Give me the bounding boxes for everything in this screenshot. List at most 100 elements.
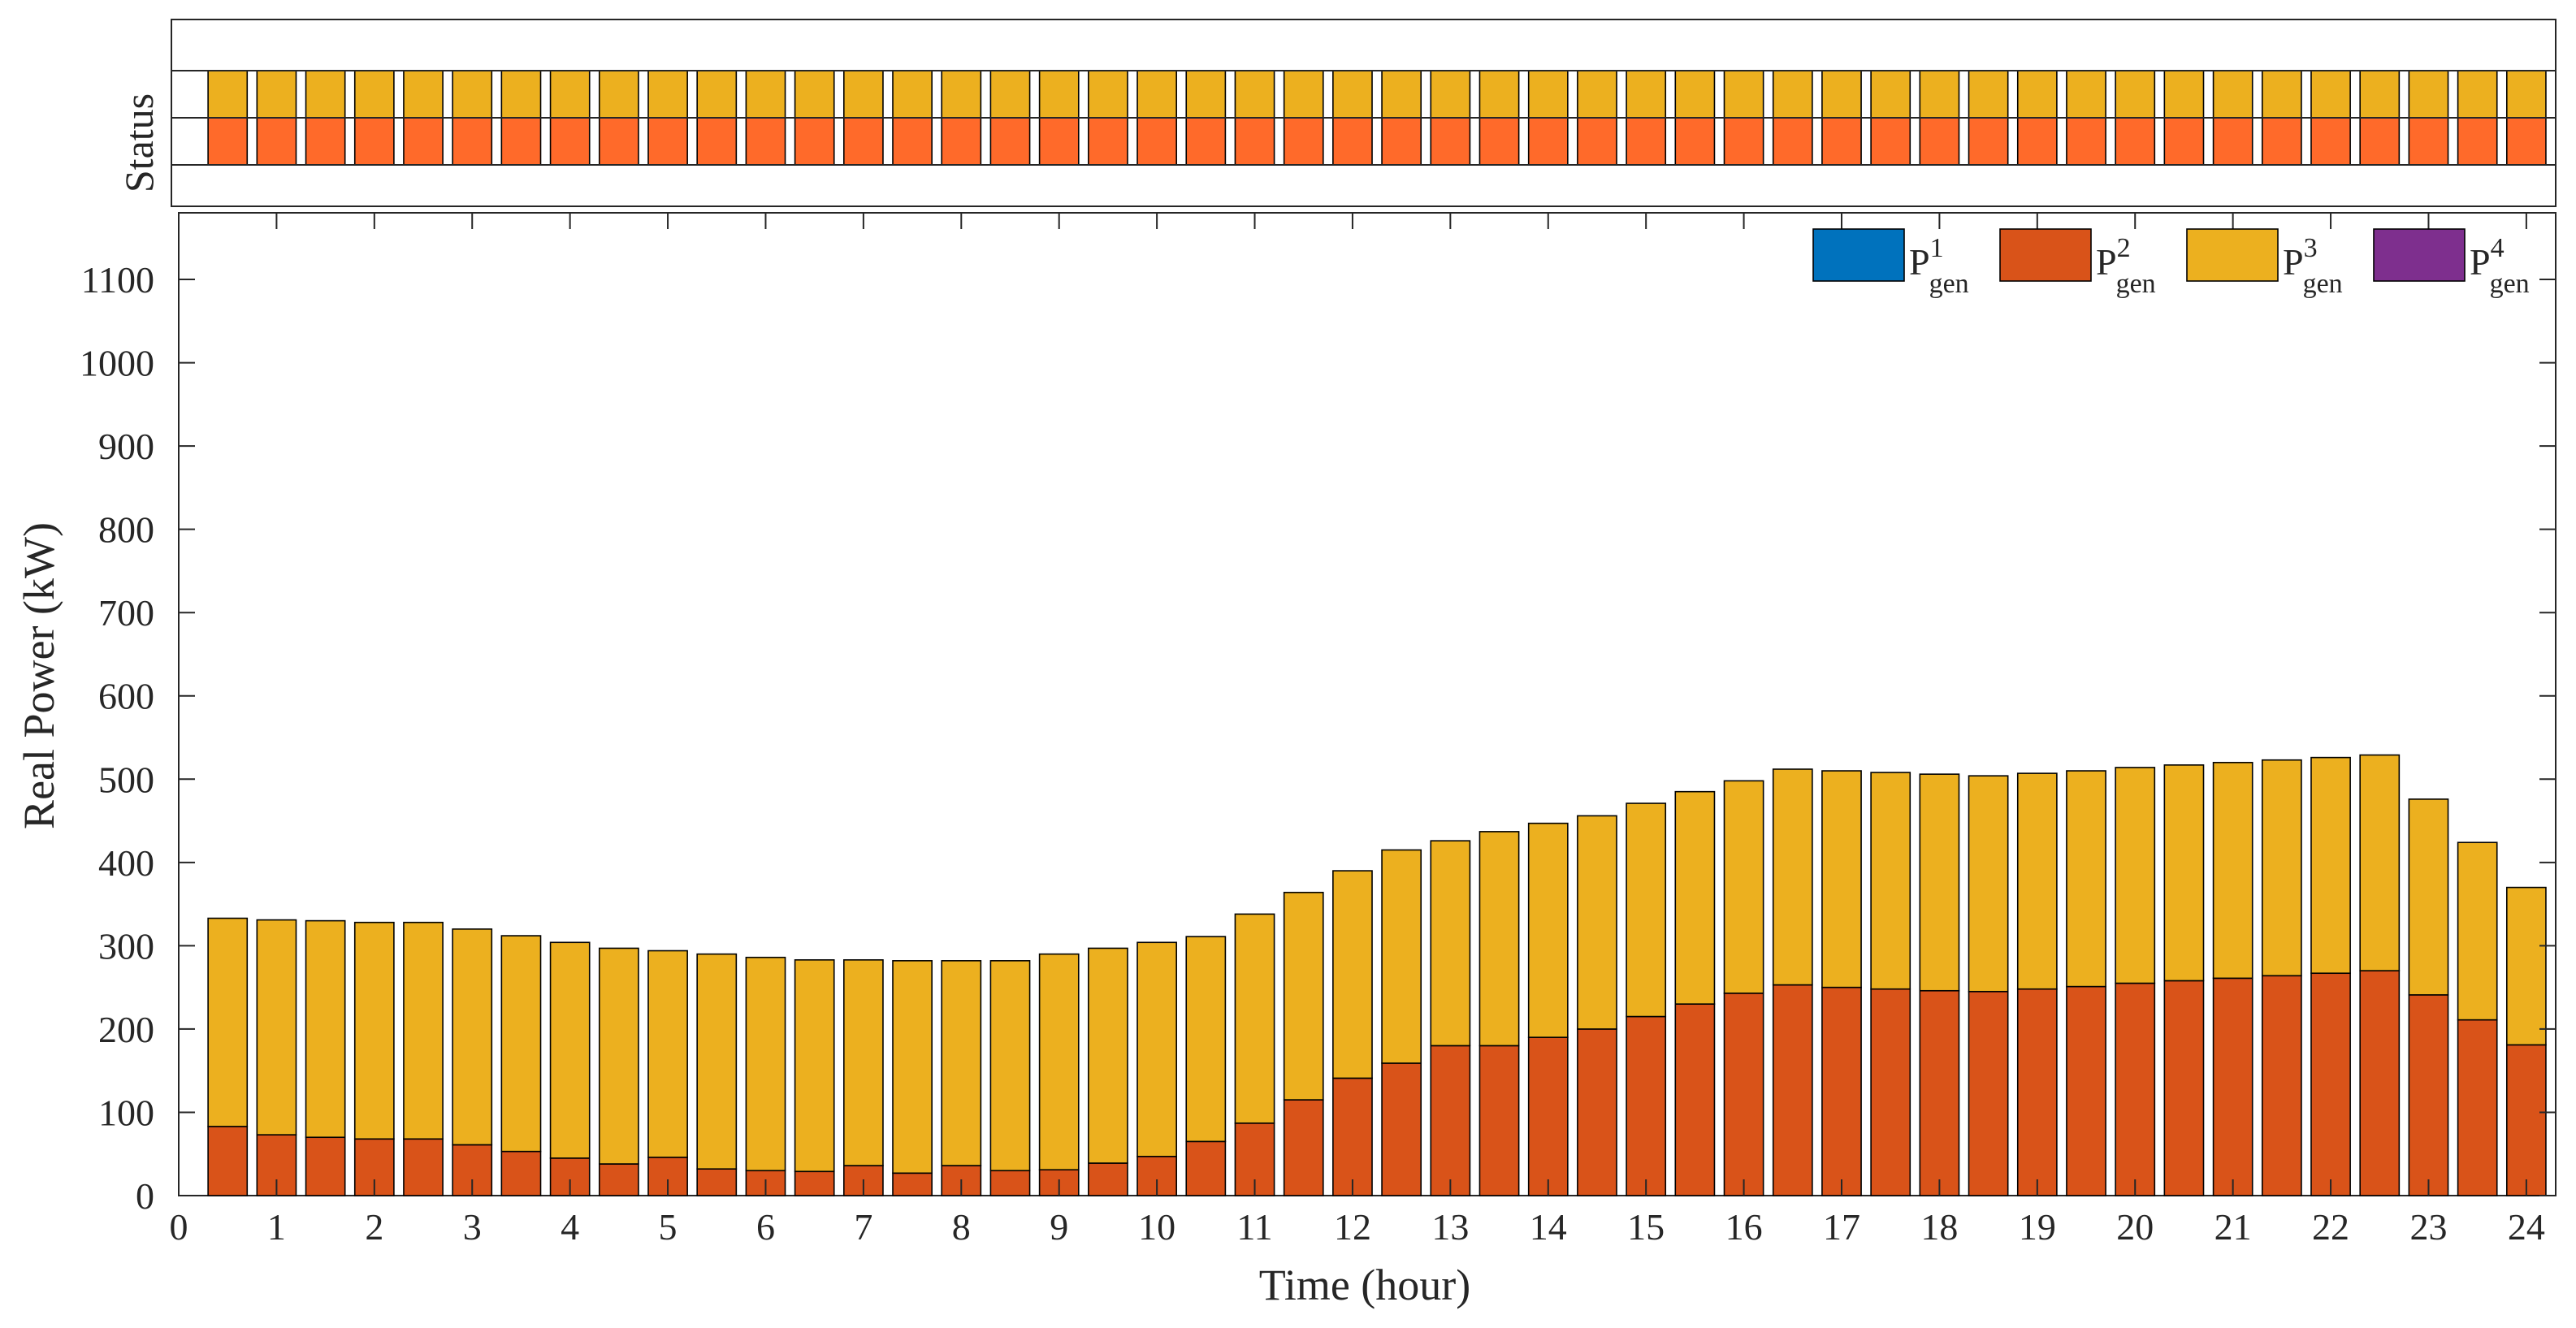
bar-p2gen-18 [1088, 1162, 1128, 1196]
bar-p2gen-33 [1821, 986, 1862, 1196]
status-unit2-bar-27 [1527, 117, 1569, 166]
y-tick-label: 900 [98, 426, 154, 467]
status-unit3-bar-34 [1870, 70, 1911, 119]
bar-p2gen-29 [1626, 1015, 1667, 1196]
bar-p3gen-31 [1723, 780, 1764, 994]
bar-p3gen-45 [2408, 798, 2449, 996]
legend-swatch-p1gen [1812, 228, 1905, 282]
bar-p3gen-11 [745, 956, 786, 1172]
status-unit3-bar-39 [2115, 70, 2156, 119]
x-tick-label: 15 [1627, 1206, 1665, 1248]
status-unit3-bar-40 [2163, 70, 2205, 119]
status-unit2-bar-30 [1674, 117, 1716, 166]
x-tick-label: 1 [267, 1206, 286, 1248]
status-unit2-bar-41 [2212, 117, 2253, 166]
status-unit3-bar-36 [1968, 70, 2009, 119]
status-unit3-bar-13 [843, 70, 884, 119]
bar-p2gen-47 [2505, 1044, 2547, 1196]
status-unit2-bar-2 [305, 117, 346, 166]
bar-p3gen-33 [1821, 770, 1862, 988]
status-unit3-bar-33 [1821, 70, 1862, 119]
y-tick-label: 400 [98, 842, 154, 884]
x-tick-label: 24 [2508, 1206, 2545, 1248]
status-unit2-bar-46 [2457, 117, 2498, 166]
x-tick-label: 16 [1725, 1206, 1763, 1248]
status-unit2-bar-34 [1870, 117, 1911, 166]
y-tick-label: 800 [98, 509, 154, 551]
status-unit3-bar-35 [1919, 70, 1960, 119]
bar-p3gen-25 [1430, 840, 1471, 1047]
power-bars [207, 754, 2547, 1196]
bar-p3gen-26 [1478, 831, 1520, 1047]
bar-p2gen-12 [794, 1170, 835, 1196]
status-unit2-bar-22 [1283, 117, 1324, 166]
status-unit3-bar-29 [1626, 70, 1667, 119]
x-axis-label: Time (hour) [1259, 1261, 1471, 1309]
status-unit2-bar-45 [2408, 117, 2449, 166]
status-unit3-bar-26 [1478, 70, 1520, 119]
bar-p3gen-17 [1038, 953, 1080, 1171]
bar-p3gen-19 [1136, 941, 1177, 1157]
status-unit3-bar-16 [989, 70, 1031, 119]
status-unit2-bar-21 [1234, 117, 1275, 166]
status-unit3-bar-9 [647, 70, 688, 119]
x-axis-ticks: 0 1 2 3 4 5 6 7 8 9 10 11 12 13 14 15 16 17 18 19 20 21 22 23 24 [170, 213, 2545, 1248]
bar-p3gen-0 [207, 917, 249, 1127]
y-tick-label: 600 [98, 676, 154, 717]
x-tick-label: 11 [1236, 1206, 1272, 1248]
status-unit3-bar-19 [1136, 70, 1177, 119]
status-unit3-bar-8 [598, 70, 639, 119]
bar-p2gen-2 [305, 1136, 346, 1196]
bar-p2gen-25 [1430, 1045, 1471, 1196]
status-unit3-bar-32 [1772, 70, 1813, 119]
bar-p2gen-39 [2115, 982, 2156, 1196]
bar-p2gen-36 [1968, 990, 2009, 1196]
bar-p3gen-46 [2457, 841, 2498, 1021]
x-tick-label: 12 [1334, 1206, 1371, 1248]
legend-swatch-p4gen [2373, 228, 2466, 282]
status-unit2-bar-20 [1185, 117, 1227, 166]
status-y-axis-label: Status [116, 93, 162, 192]
power-chart-panel: 0 1 2 3 4 5 6 7 8 9 10 11 12 13 14 15 16 17 18 19 20 21 22 23 24… [15, 212, 2557, 1309]
bar-p2gen-26 [1478, 1045, 1520, 1196]
status-unit3-bar-44 [2359, 70, 2401, 119]
x-tick-label: 23 [2409, 1206, 2447, 1248]
status-unit3-bar-21 [1234, 70, 1275, 119]
status-unit2-bar-38 [2066, 117, 2106, 166]
status-unit2-bar-6 [500, 117, 542, 166]
status-unit3-bar-46 [2457, 70, 2498, 119]
x-tick-label: 9 [1050, 1206, 1068, 1248]
status-unit3-bar-45 [2408, 70, 2449, 119]
status-unit2-bar-4 [403, 117, 444, 166]
status-unit2-bar-16 [989, 117, 1031, 166]
status-unit3-bar-0 [207, 70, 249, 119]
bar-p2gen-23 [1332, 1077, 1373, 1196]
x-tick-label: 20 [2116, 1206, 2154, 1248]
legend-swatch-p2gen [1999, 228, 2092, 282]
bar-p2gen-4 [403, 1138, 444, 1196]
status-unit3-bar-18 [1088, 70, 1128, 119]
bar-p3gen-42 [2261, 759, 2302, 977]
status-unit3-bar-2 [305, 70, 346, 119]
legend-swatch-p3gen [2186, 228, 2279, 282]
x-tick-label: 8 [952, 1206, 971, 1248]
status-unit3-bar-3 [353, 70, 395, 119]
status-unit3-bar-47 [2505, 70, 2547, 119]
bar-p2gen-37 [2016, 988, 2058, 1196]
status-unit3-bar-14 [892, 70, 933, 119]
bar-p2gen-38 [2066, 985, 2106, 1196]
bar-p2gen-41 [2212, 977, 2253, 1196]
bar-p3gen-7 [549, 941, 591, 1159]
bar-p2gen-30 [1674, 1003, 1716, 1196]
bar-p3gen-36 [1968, 775, 2009, 993]
status-unit3-bar-24 [1381, 70, 1422, 119]
legend-label-p3gen: P3 gen [2283, 233, 2343, 299]
x-tick-label: 5 [659, 1206, 678, 1248]
status-unit3-bar-42 [2261, 70, 2302, 119]
status-unit2-bar-43 [2310, 117, 2351, 166]
status-unit2-bar-37 [2016, 117, 2058, 166]
status-unit2-bar-32 [1772, 117, 1813, 166]
status-unit2-bar-13 [843, 117, 884, 166]
y-tick-label: 200 [98, 1009, 154, 1050]
